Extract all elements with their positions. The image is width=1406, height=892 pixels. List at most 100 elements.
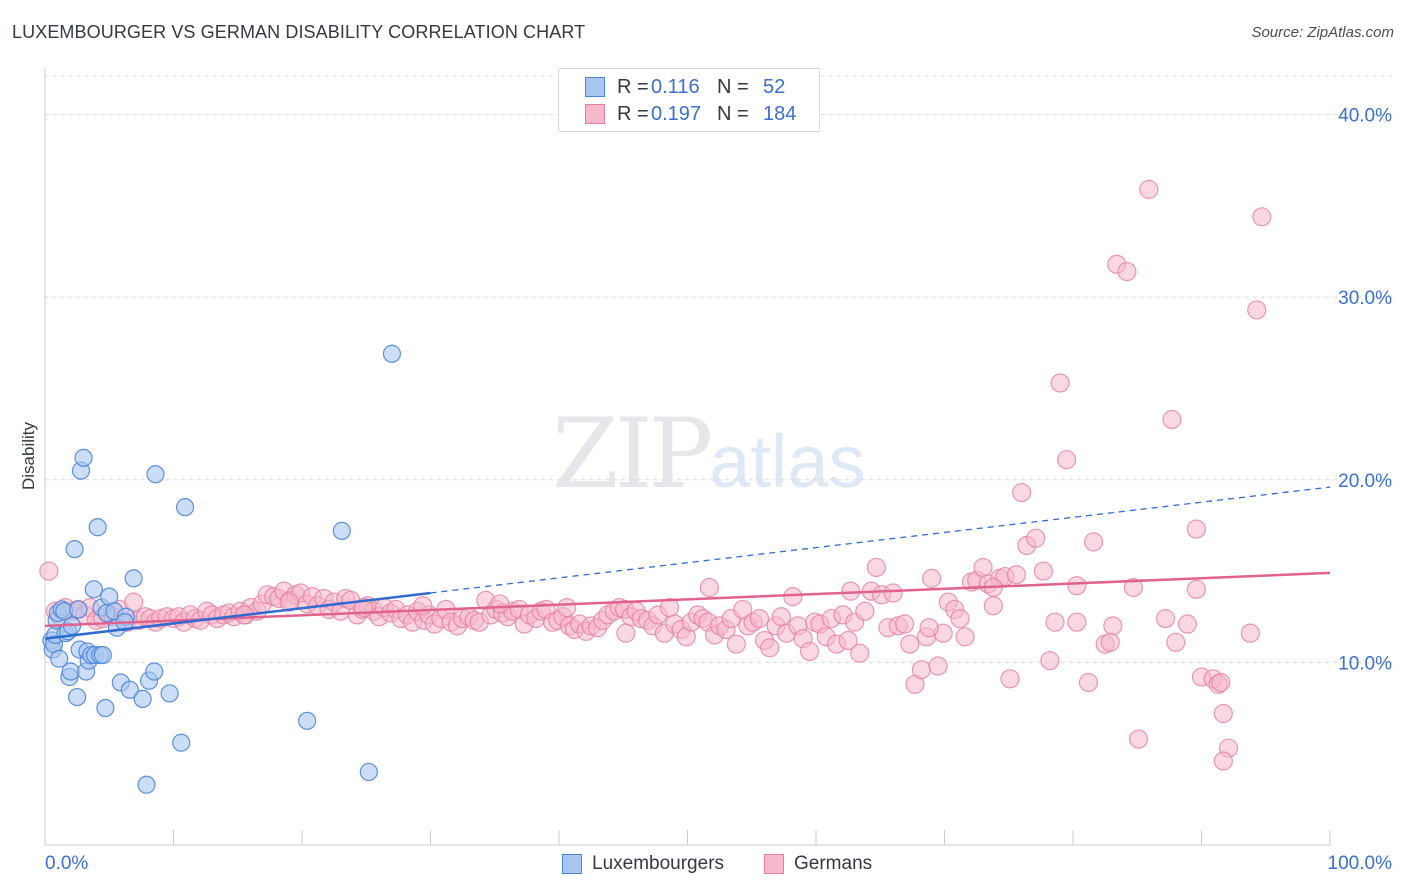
german-point [950, 608, 970, 629]
luxembourger-point [69, 600, 88, 619]
german-point [866, 557, 886, 578]
luxembourger-point [172, 733, 191, 752]
german-point [749, 608, 770, 629]
german-point [1213, 751, 1233, 771]
bottom-swatch-germans [764, 854, 784, 874]
german-point [911, 660, 931, 680]
x-tick-label: 0.0% [45, 853, 88, 874]
luxembourger-point [146, 465, 165, 484]
luxembourger-point [96, 698, 115, 718]
german-point [279, 592, 299, 612]
german-point [1006, 565, 1027, 585]
german-point [850, 643, 870, 663]
luxembourger-point [93, 645, 112, 665]
german-point [1211, 672, 1231, 693]
legend-r-value: 0.197 [651, 102, 702, 125]
luxembourger-point [160, 684, 179, 703]
watermark: ZIPatlas [552, 398, 866, 510]
german-point [1050, 373, 1070, 393]
bottom-swatch-luxembourgers [562, 854, 582, 874]
german-point [1155, 608, 1176, 629]
luxembourger-point [50, 649, 69, 668]
luxembourger-point [88, 518, 107, 537]
german-point [799, 641, 820, 662]
source-label: Source: ZipAtlas.com [1251, 24, 1394, 41]
legend-swatch-luxembourgers [585, 77, 605, 97]
bottom-legend-label: Germans [794, 853, 873, 874]
german-point [1026, 528, 1046, 548]
bottom-legend-luxembourgers[interactable]: Luxembourgers [562, 852, 724, 876]
y-tick-label: 30.0% [1338, 288, 1392, 309]
luxembourger-point [124, 569, 143, 588]
chart-title: LUXEMBOURGER VS GERMAN DISABILITY CORREL… [12, 22, 586, 42]
german-point [783, 587, 803, 607]
german-point [1186, 579, 1206, 599]
german-point [1117, 261, 1137, 282]
luxembourger-point [74, 448, 93, 467]
german-point [855, 601, 875, 621]
luxembourger-point [133, 689, 152, 709]
luxembourger-point [332, 521, 351, 540]
luxembourger-trendline [44, 591, 431, 640]
luxembourger-point [137, 775, 156, 794]
luxembourger-point [145, 662, 164, 681]
german-point [955, 627, 975, 647]
german-point [1162, 409, 1182, 430]
german-point [1166, 632, 1186, 652]
german-point [1067, 576, 1087, 596]
german-point [1083, 532, 1104, 552]
german-point [983, 596, 1003, 616]
x-tick-label: 100.0% [1328, 853, 1393, 874]
german-point [1033, 561, 1054, 581]
german-point [883, 583, 903, 603]
german-point [1056, 450, 1077, 470]
german-point [1011, 482, 1032, 503]
y-tick-label: 10.0% [1338, 653, 1392, 674]
luxembourger-point [175, 498, 195, 517]
german-point [699, 577, 719, 598]
german-point [1078, 672, 1099, 693]
watermark-atlas: atlas [709, 420, 866, 503]
german-point [557, 597, 577, 618]
german-point [838, 630, 858, 651]
german-point [1123, 577, 1143, 598]
german-point [1100, 632, 1120, 652]
german-point [760, 638, 780, 658]
legend-n-label: N = [717, 75, 749, 98]
german-point [919, 618, 939, 638]
german-trendline [44, 571, 1331, 628]
german-point [490, 594, 510, 614]
y-axis-label: Disability [19, 421, 38, 490]
legend-row-germans: R = 0.197 N = 184 [585, 102, 796, 126]
german-point [124, 592, 144, 612]
german-point [900, 634, 920, 654]
german-point [616, 623, 636, 643]
german-point [1252, 207, 1272, 227]
german-point [1240, 623, 1260, 643]
legend-r-label: R = [617, 75, 649, 98]
luxembourger-point [65, 540, 84, 559]
german-point [1186, 519, 1206, 539]
luxembourger-point [382, 344, 402, 363]
german-point [1177, 614, 1197, 634]
german-point [39, 561, 59, 581]
german-point [1000, 669, 1020, 689]
german-point [895, 614, 915, 634]
watermark-zip: ZIP [552, 398, 713, 510]
german-point [1139, 179, 1159, 199]
luxembourger-trendline-extension [430, 486, 1331, 594]
luxembourger-point [61, 662, 80, 681]
luxembourger-point [68, 687, 87, 707]
german-point [1103, 616, 1123, 636]
legend-r-label: R = [617, 102, 649, 125]
german-point [922, 568, 942, 588]
german-point [973, 557, 993, 578]
bottom-legend-germans[interactable]: Germans [764, 852, 872, 876]
german-point [1067, 612, 1087, 632]
legend-row-luxembourgers: R = 0.116 N = 52 [585, 75, 785, 99]
german-point [413, 596, 433, 616]
german-point [1040, 650, 1060, 671]
german-point [1045, 612, 1065, 632]
y-tick-label: 20.0% [1338, 471, 1392, 492]
german-point [726, 634, 746, 654]
